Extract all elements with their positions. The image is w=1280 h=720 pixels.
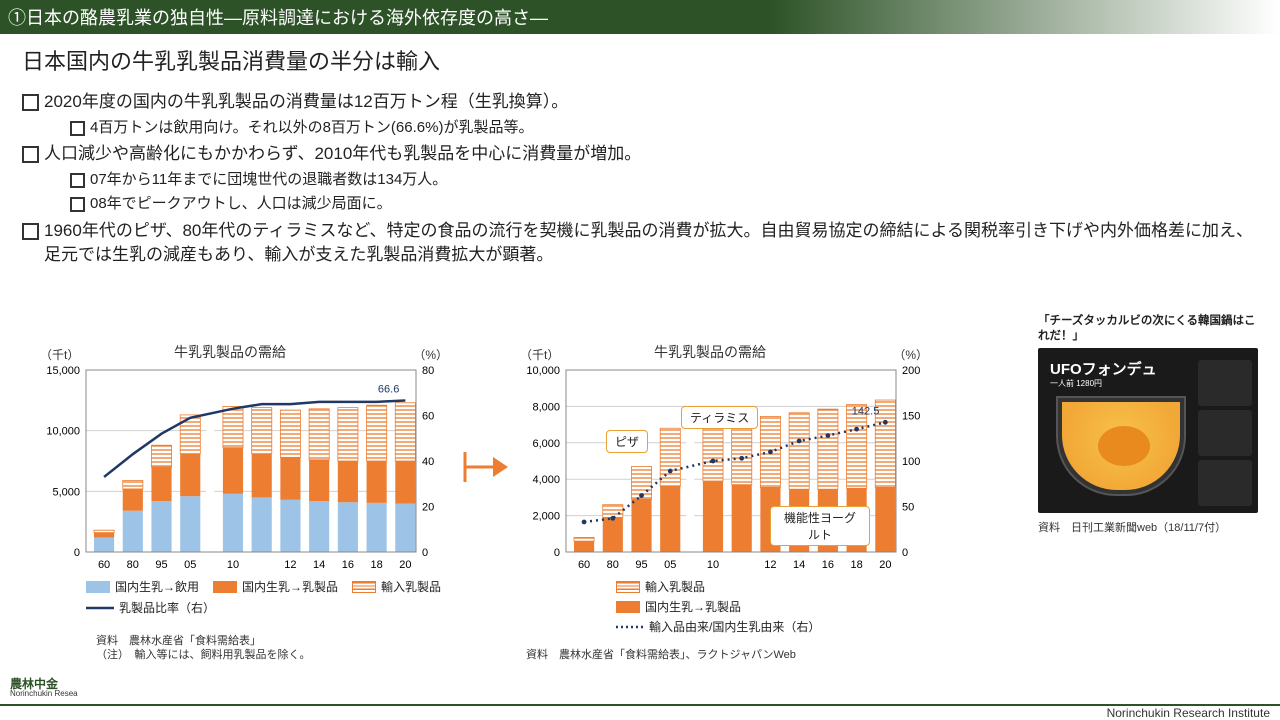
svg-text:50: 50 [902,502,914,514]
c1-y2-unit: （%） [413,346,448,363]
bullet-l2: 08年でピークアウトし、人口は減少局面に。 [70,193,1258,215]
svg-text:20: 20 [879,559,891,571]
lg: 輸入乳製品 [645,578,705,595]
c2-src: 資料 農林水産省「食料需給表」、ラクトジャパンWeb [526,646,796,662]
svg-text:10: 10 [227,559,239,571]
svg-text:12: 12 [764,559,776,571]
svg-text:2,000: 2,000 [532,511,560,523]
svg-text:95: 95 [635,559,647,571]
chart-1: （千t） 牛乳乳製品の需給 （%） 0 5,000 10,000 15,000 0 20 4… [36,332,456,632]
c1-svg: 0 5,000 10,000 15,000 0 20 40 60 80 60 80 95 05 10 12 1… [36,364,456,574]
svg-text:5,000: 5,000 [52,486,80,498]
svg-text:60: 60 [578,559,590,571]
svg-text:4,000: 4,000 [532,474,560,486]
lg: 乳製品比率（右） [119,599,215,616]
food-price: 一人前 1280円 [1050,378,1102,389]
svg-text:142.5: 142.5 [852,405,880,417]
svg-text:10: 10 [707,559,719,571]
svg-text:18: 18 [370,559,382,571]
svg-text:60: 60 [98,559,110,571]
svg-text:05: 05 [664,559,676,571]
svg-text:0: 0 [422,547,428,559]
svg-text:0: 0 [902,547,908,559]
bullet-l2: 4百万トンは飲用向け。それ以外の8百万トン(66.6%)が乳製品等。 [70,117,1258,139]
svg-text:200: 200 [902,365,920,377]
callout: 機能性ヨーグルト [770,506,870,546]
food-box: 「チーズタッカルビの次にくる韓国鍋はこれだ！」 UFOフォンデュ 一人前 128… [1038,314,1258,535]
footer-line [0,704,1280,706]
svg-text:150: 150 [902,411,920,423]
bullet-l1: 1960年代のピザ、80年代のティラミスなど、特定の食品の流行を契機に乳製品の消… [22,219,1258,268]
svg-text:16: 16 [822,559,834,571]
lg: 国内生乳→乳製品 [645,598,741,615]
c2-y2-unit: （%） [893,346,928,363]
svg-text:0: 0 [554,547,560,559]
svg-text:14: 14 [313,559,325,571]
svg-text:20: 20 [422,502,434,514]
food-image: UFOフォンデュ 一人前 1280円 [1038,348,1258,513]
svg-text:100: 100 [902,456,920,468]
title-text: ①日本の酪農乳業の独自性―原料調達における海外依存度の高さ― [8,4,548,30]
svg-text:12: 12 [284,559,296,571]
svg-text:60: 60 [422,411,434,423]
svg-text:0: 0 [74,547,80,559]
svg-text:10,000: 10,000 [46,426,80,438]
arrow-icon [460,442,510,492]
svg-text:14: 14 [793,559,805,571]
svg-text:66.6: 66.6 [378,383,399,395]
svg-text:10,000: 10,000 [526,365,560,377]
food-product: UFOフォンデュ [1050,358,1157,379]
callout: ティラミス [681,406,758,429]
food-src: 資料 日刊工業新聞web（18/11/7付） [1038,519,1258,535]
footer-org: Norinchukin Research Institute [1107,706,1270,720]
lg: 国内生乳→飲用 [115,578,199,595]
bullet-list: 2020年度の国内の牛乳乳製品の消費量は12百万トン程（生乳換算）。4百万トンは… [0,82,1280,268]
bullet-l2: 07年から11年までに団塊世代の退職者数は134万人。 [70,169,1258,191]
c1-note: （注） 輸入等には、飼料用乳製品を除く。 [96,646,311,662]
bullet-l1: 2020年度の国内の牛乳乳製品の消費量は12百万トン程（生乳換算）。 [22,90,1258,115]
c1-title: 牛乳乳製品の需給 [174,342,286,362]
svg-text:05: 05 [184,559,196,571]
chart-2: （千t） 牛乳乳製品の需給 （%） 0 2,000 4,000 6,000 8,000 1… [516,332,936,632]
bullet-l1: 人口減少や高齢化にもかかわらず、2010年代も乳製品を中心に消費量が増加。 [22,142,1258,167]
callout: ピザ [606,430,648,453]
subtitle: 日本国内の牛乳乳製品消費量の半分は輸入 [0,34,1280,82]
c2-legend: 輸入乳製品 国内生乳→乳製品 輸入品由来/国内生乳由来（右） [616,578,936,635]
logo: 農林中金Norinchukin Resea [10,678,78,698]
c2-y1-unit: （千t） [520,346,559,363]
c2-title: 牛乳乳製品の需給 [654,342,766,362]
svg-text:18: 18 [850,559,862,571]
svg-text:80: 80 [127,559,139,571]
c1-y1-unit: （千t） [40,346,79,363]
svg-text:80: 80 [607,559,619,571]
svg-text:80: 80 [422,365,434,377]
svg-text:6,000: 6,000 [532,438,560,450]
lg: 輸入品由来/国内生乳由来（右） [649,618,820,635]
svg-text:16: 16 [342,559,354,571]
lg: 国内生乳→乳製品 [242,578,338,595]
svg-text:15,000: 15,000 [46,365,80,377]
food-caption: 「チーズタッカルビの次にくる韓国鍋はこれだ！」 [1038,314,1258,344]
svg-text:40: 40 [422,456,434,468]
c2-svg: 02,0004,0006,0008,00010,0000501001502006… [516,364,936,574]
svg-text:20: 20 [399,559,411,571]
chart-zone: （千t） 牛乳乳製品の需給 （%） 0 5,000 10,000 15,000 0 20 4… [0,332,1280,692]
svg-text:95: 95 [155,559,167,571]
title-bar: ①日本の酪農乳業の独自性―原料調達における海外依存度の高さ― [0,0,1280,34]
svg-text:8,000: 8,000 [532,401,560,413]
lg: 輸入乳製品 [381,578,441,595]
c1-legend: 国内生乳→飲用 国内生乳→乳製品 輸入乳製品 乳製品比率（右） [86,578,446,616]
